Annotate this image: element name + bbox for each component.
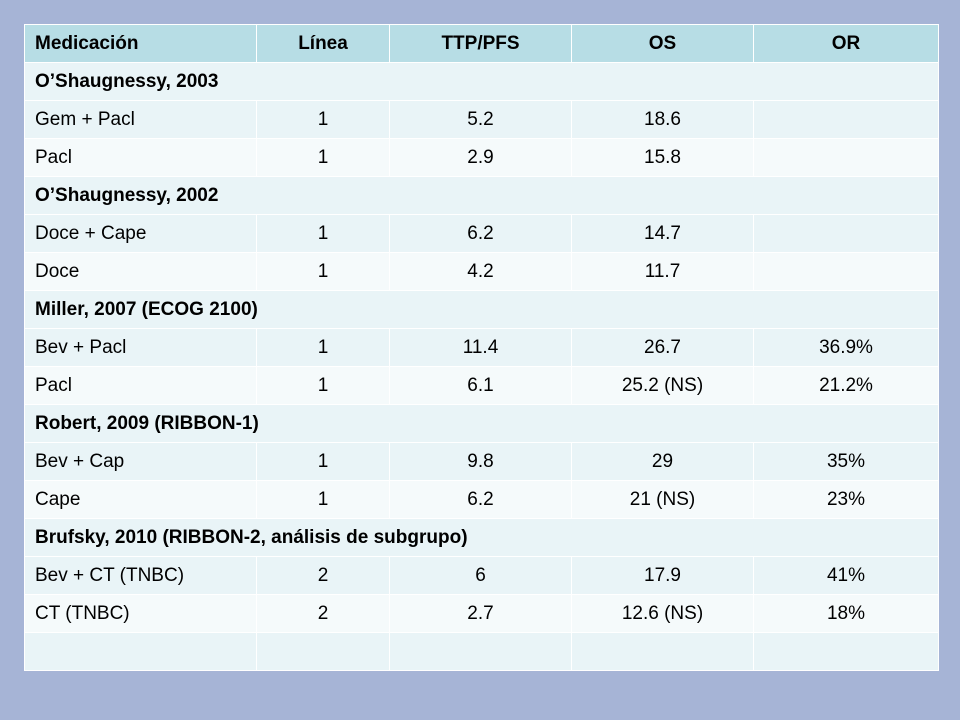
cell-ttp-pfs: 6.2 [389,214,572,253]
cell-ttp-pfs [389,632,572,671]
table-body: O’Shaugnessy, 2003 Gem + Pacl 1 5.2 18.6 Pacl… [24,62,939,671]
cell-or: 21.2% [753,366,939,405]
cell-or: 35% [753,442,939,481]
cell-linea: 1 [256,252,390,291]
header-os: OS [571,24,754,63]
cell-medicacion: Pacl [24,138,257,177]
table-row: CT (TNBC) 2 2.7 12.6 (NS) 18% [24,594,939,633]
medication-comparison-table: Medicación Línea TTP/PFS OS OR O’Shaugne… [24,24,939,671]
cell-ttp-pfs: 9.8 [389,442,572,481]
header-medicacion: Medicación [24,24,257,63]
header-linea: Línea [256,24,390,63]
cell-medicacion: CT (TNBC) [24,594,257,633]
cell-medicacion: Cape [24,480,257,519]
cell-or [753,632,939,671]
cell-linea: 2 [256,556,390,595]
table-row: Pacl 1 6.1 25.2 (NS) 21.2% [24,366,939,405]
cell-medicacion: Bev + CT (TNBC) [24,556,257,595]
cell-linea: 1 [256,328,390,367]
cell-os: 14.7 [571,214,754,253]
cell-or: 23% [753,480,939,519]
header-ttp-pfs: TTP/PFS [389,24,572,63]
study-group-row: O’Shaugnessy, 2003 [24,62,939,101]
cell-os: 25.2 (NS) [571,366,754,405]
cell-or [753,252,939,291]
cell-os [571,632,754,671]
cell-medicacion: Gem + Pacl [24,100,257,139]
cell-ttp-pfs: 6.2 [389,480,572,519]
cell-ttp-pfs: 2.9 [389,138,572,177]
cell-or [753,138,939,177]
cell-ttp-pfs: 11.4 [389,328,572,367]
study-group-label: Brufsky, 2010 (RIBBON-2, análisis de sub… [24,518,939,557]
table-row [24,632,939,671]
cell-os: 29 [571,442,754,481]
cell-ttp-pfs: 5.2 [389,100,572,139]
study-group-row: Miller, 2007 (ECOG 2100) [24,290,939,329]
cell-linea: 1 [256,214,390,253]
table-row: Bev + Pacl 1 11.4 26.7 36.9% [24,328,939,367]
cell-medicacion: Bev + Pacl [24,328,257,367]
cell-linea: 1 [256,138,390,177]
cell-linea: 1 [256,480,390,519]
header-or: OR [753,24,939,63]
cell-linea [256,632,390,671]
table-header-row: Medicación Línea TTP/PFS OS OR [24,24,939,63]
cell-ttp-pfs: 6.1 [389,366,572,405]
cell-os: 18.6 [571,100,754,139]
cell-medicacion: Doce + Cape [24,214,257,253]
cell-os: 17.9 [571,556,754,595]
cell-or: 36.9% [753,328,939,367]
cell-linea: 1 [256,442,390,481]
table-row: Bev + Cap 1 9.8 29 35% [24,442,939,481]
cell-or [753,214,939,253]
cell-or: 41% [753,556,939,595]
cell-medicacion [24,632,257,671]
table-row: Cape 1 6.2 21 (NS) 23% [24,480,939,519]
table-row: Gem + Pacl 1 5.2 18.6 [24,100,939,139]
cell-ttp-pfs: 6 [389,556,572,595]
study-group-row: Robert, 2009 (RIBBON-1) [24,404,939,443]
study-group-label: Miller, 2007 (ECOG 2100) [24,290,939,329]
study-group-row: Brufsky, 2010 (RIBBON-2, análisis de sub… [24,518,939,557]
cell-medicacion: Pacl [24,366,257,405]
cell-or [753,100,939,139]
cell-medicacion: Bev + Cap [24,442,257,481]
cell-os: 12.6 (NS) [571,594,754,633]
cell-os: 26.7 [571,328,754,367]
cell-os: 15.8 [571,138,754,177]
study-group-row: O’Shaugnessy, 2002 [24,176,939,215]
study-group-label: Robert, 2009 (RIBBON-1) [24,404,939,443]
cell-os: 11.7 [571,252,754,291]
study-group-label: O’Shaugnessy, 2002 [24,176,939,215]
table-row: Doce 1 4.2 11.7 [24,252,939,291]
cell-linea: 1 [256,100,390,139]
cell-linea: 1 [256,366,390,405]
cell-linea: 2 [256,594,390,633]
cell-or: 18% [753,594,939,633]
table-row: Bev + CT (TNBC) 2 6 17.9 41% [24,556,939,595]
cell-medicacion: Doce [24,252,257,291]
study-group-label: O’Shaugnessy, 2003 [24,62,939,101]
cell-ttp-pfs: 4.2 [389,252,572,291]
table-row: Doce + Cape 1 6.2 14.7 [24,214,939,253]
cell-ttp-pfs: 2.7 [389,594,572,633]
table-row: Pacl 1 2.9 15.8 [24,138,939,177]
cell-os: 21 (NS) [571,480,754,519]
